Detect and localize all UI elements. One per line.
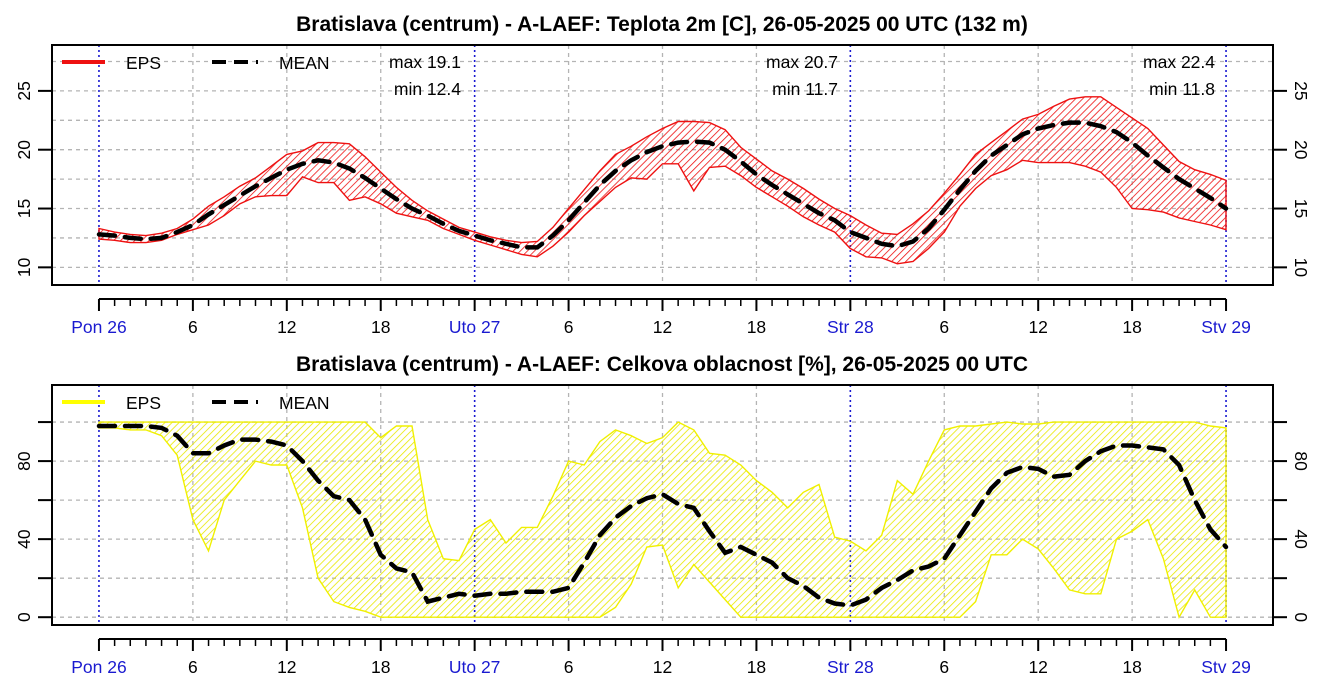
y-tick-label-right: 15	[1291, 199, 1311, 218]
daily-stats: max 19.1 min 12.4 max 20.7 min 11.7 max …	[389, 52, 1215, 99]
day1-max: max 19.1	[389, 52, 461, 72]
x-tick-label: Uto 27	[449, 317, 501, 337]
cloudiness-chart: Bratislava (centrum) - A-LAEF: Celkova o…	[14, 353, 1311, 677]
y-tick-label-left: 40	[14, 529, 34, 549]
x-tick-label: 6	[188, 657, 198, 677]
x-tick-label: 6	[564, 317, 574, 337]
eps-band-area	[98, 421, 1227, 620]
x-tick-label: Stv 29	[1201, 657, 1251, 677]
mean-line	[96, 423, 1229, 608]
legend: EPS MEAN	[62, 393, 330, 413]
temperature-chart: Bratislava (centrum) - A-LAEF: Teplota 2…	[14, 13, 1311, 337]
x-tick-label: 18	[1122, 317, 1141, 337]
x-tick-label: 6	[939, 317, 949, 337]
legend-eps-label: EPS	[126, 393, 161, 413]
y-tick-label-right: 80	[1291, 451, 1311, 471]
x-tick-label: 12	[1028, 317, 1047, 337]
x-tick-label: Stv 29	[1201, 317, 1251, 337]
y-tick-label-left: 25	[14, 81, 34, 100]
y-tick-label-right: 0	[1291, 612, 1311, 622]
mean-series-line	[96, 423, 1229, 608]
x-tick-label: 12	[1028, 657, 1047, 677]
x-tick-label: 6	[564, 657, 574, 677]
x-tick-label: 18	[371, 317, 390, 337]
y-tick-label-right: 20	[1291, 140, 1311, 160]
x-tick-label: Pon 26	[71, 317, 126, 337]
x-tick-label: 12	[277, 657, 296, 677]
day3-max: max 22.4	[1143, 52, 1215, 72]
x-tick-label: 18	[371, 657, 390, 677]
y-tick-label-left: 10	[14, 257, 34, 277]
y-tick-label-left: 80	[14, 451, 34, 471]
x-tick-label: Str 28	[827, 657, 874, 677]
day1-min: min 12.4	[394, 79, 461, 99]
legend: EPS MEAN	[62, 53, 330, 73]
x-tick-label: 18	[1122, 657, 1141, 677]
x-tick-label: 18	[747, 317, 766, 337]
eps-band	[98, 421, 1227, 620]
x-tick-label: 12	[653, 317, 672, 337]
mean-series-line	[96, 120, 1229, 250]
legend-mean-label: MEAN	[279, 393, 330, 413]
day2-max: max 20.7	[766, 52, 838, 72]
x-tick-label: Pon 26	[71, 657, 126, 677]
chart-title: Bratislava (centrum) - A-LAEF: Teplota 2…	[296, 13, 1028, 36]
day2-min: min 11.7	[772, 79, 838, 99]
y-tick-label-right: 10	[1291, 258, 1311, 278]
plot-frame	[51, 384, 1274, 626]
eps-band-area	[98, 96, 1227, 265]
axes: Pon 26 6 12 18 Uto 27 6 12 18 Str 28 6 12 18 Stv 29 0…	[14, 384, 1311, 677]
y-tick-label-left: 20	[14, 140, 34, 160]
mean-line	[96, 120, 1229, 250]
x-tick-label: 18	[747, 657, 766, 677]
day3-min: min 11.8	[1149, 79, 1215, 99]
legend-eps-label: EPS	[126, 53, 161, 73]
eps-band	[98, 96, 1227, 265]
axes: Pon 26 6 12 18 Uto 27 6 12 18 Str 28 6 12 18 Stv 29 1…	[14, 44, 1311, 337]
y-tick-label-right: 25	[1291, 81, 1311, 100]
legend-mean-label: MEAN	[279, 53, 330, 73]
x-tick-label: 6	[188, 317, 198, 337]
x-tick-label: 12	[277, 317, 296, 337]
chart-title: Bratislava (centrum) - A-LAEF: Celkova o…	[296, 353, 1028, 376]
plot-frame	[51, 44, 1274, 286]
x-tick-label: 12	[653, 657, 672, 677]
x-tick-label: 6	[939, 657, 949, 677]
y-tick-label-left: 15	[14, 199, 34, 218]
y-tick-label-right: 40	[1291, 529, 1311, 549]
y-tick-label-left: 0	[14, 612, 34, 622]
x-tick-label: Str 28	[827, 317, 874, 337]
x-tick-label: Uto 27	[449, 657, 501, 677]
